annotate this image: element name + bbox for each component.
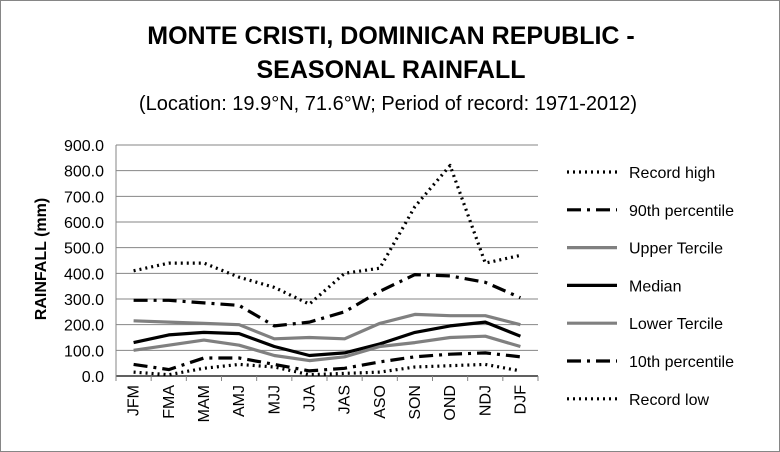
y-axis-label: RAINFALL (mm): [33, 198, 50, 320]
x-tick-label: OND: [442, 385, 459, 421]
chart-title-line2: SEASONAL RAINFALL: [257, 56, 526, 84]
x-tick-label: MJJ: [266, 385, 283, 414]
series-line: [133, 334, 521, 363]
legend-label: Upper Tercile: [629, 241, 723, 258]
legend-label: Record high: [629, 165, 715, 182]
y-tick-label: 0.0: [82, 369, 104, 386]
x-tick-label: FMA: [161, 385, 178, 419]
series-line: [133, 312, 521, 341]
series-line: [133, 320, 521, 358]
y-axis-ticks: 0.0 100.0 200.0 300.0 400.0 500.0 600.0 700.0 80…: [64, 138, 104, 386]
x-axis-ticks: JFM FMA MAM AMJ MJJ JJA JAS ASO SON OND NDJ DJF: [126, 385, 530, 423]
series-line: [133, 351, 521, 373]
chart-subtitle: (Location: 19.9°N, 71.6°W; Period of rec…: [139, 93, 637, 115]
x-tick-label: JFM: [126, 385, 143, 416]
y-tick-label: 900.0: [64, 138, 104, 155]
y-tick-label: 700.0: [64, 189, 104, 206]
x-tick-label: AMJ: [231, 385, 248, 417]
legend-label: Median: [629, 278, 681, 295]
legend-label: 10th percentile: [629, 354, 734, 371]
series-line: [133, 163, 521, 306]
y-tick-label: 500.0: [64, 241, 104, 258]
y-tick-label: 100.0: [64, 343, 104, 360]
series-line: [133, 362, 521, 377]
legend-label: Lower Tercile: [629, 316, 723, 333]
x-tick-label: JJA: [301, 385, 318, 412]
x-tick-label: ASO: [372, 385, 389, 419]
y-tick-label: 400.0: [64, 266, 104, 283]
x-tick-label: MAM: [196, 385, 213, 422]
series-lines: [133, 163, 522, 377]
chart-title-line1: MONTE CRISTI, DOMINICAN REPUBLIC -: [147, 22, 635, 50]
x-tick-label: JAS: [337, 385, 354, 414]
x-tick-label: DJF: [512, 385, 529, 415]
x-tick-label: NDJ: [477, 385, 494, 416]
series-line: [133, 273, 522, 328]
legend: Record high 90th percentile Upper Tercile M…: [567, 165, 734, 409]
y-tick-label: 300.0: [64, 292, 104, 309]
gridlines: [115, 144, 539, 381]
y-tick-label: 800.0: [64, 164, 104, 181]
legend-label: 90th percentile: [629, 203, 734, 220]
x-tick-label: SON: [407, 385, 424, 420]
legend-label: Record low: [629, 392, 709, 409]
y-tick-label: 600.0: [64, 215, 104, 232]
y-tick-label: 200.0: [64, 318, 104, 335]
